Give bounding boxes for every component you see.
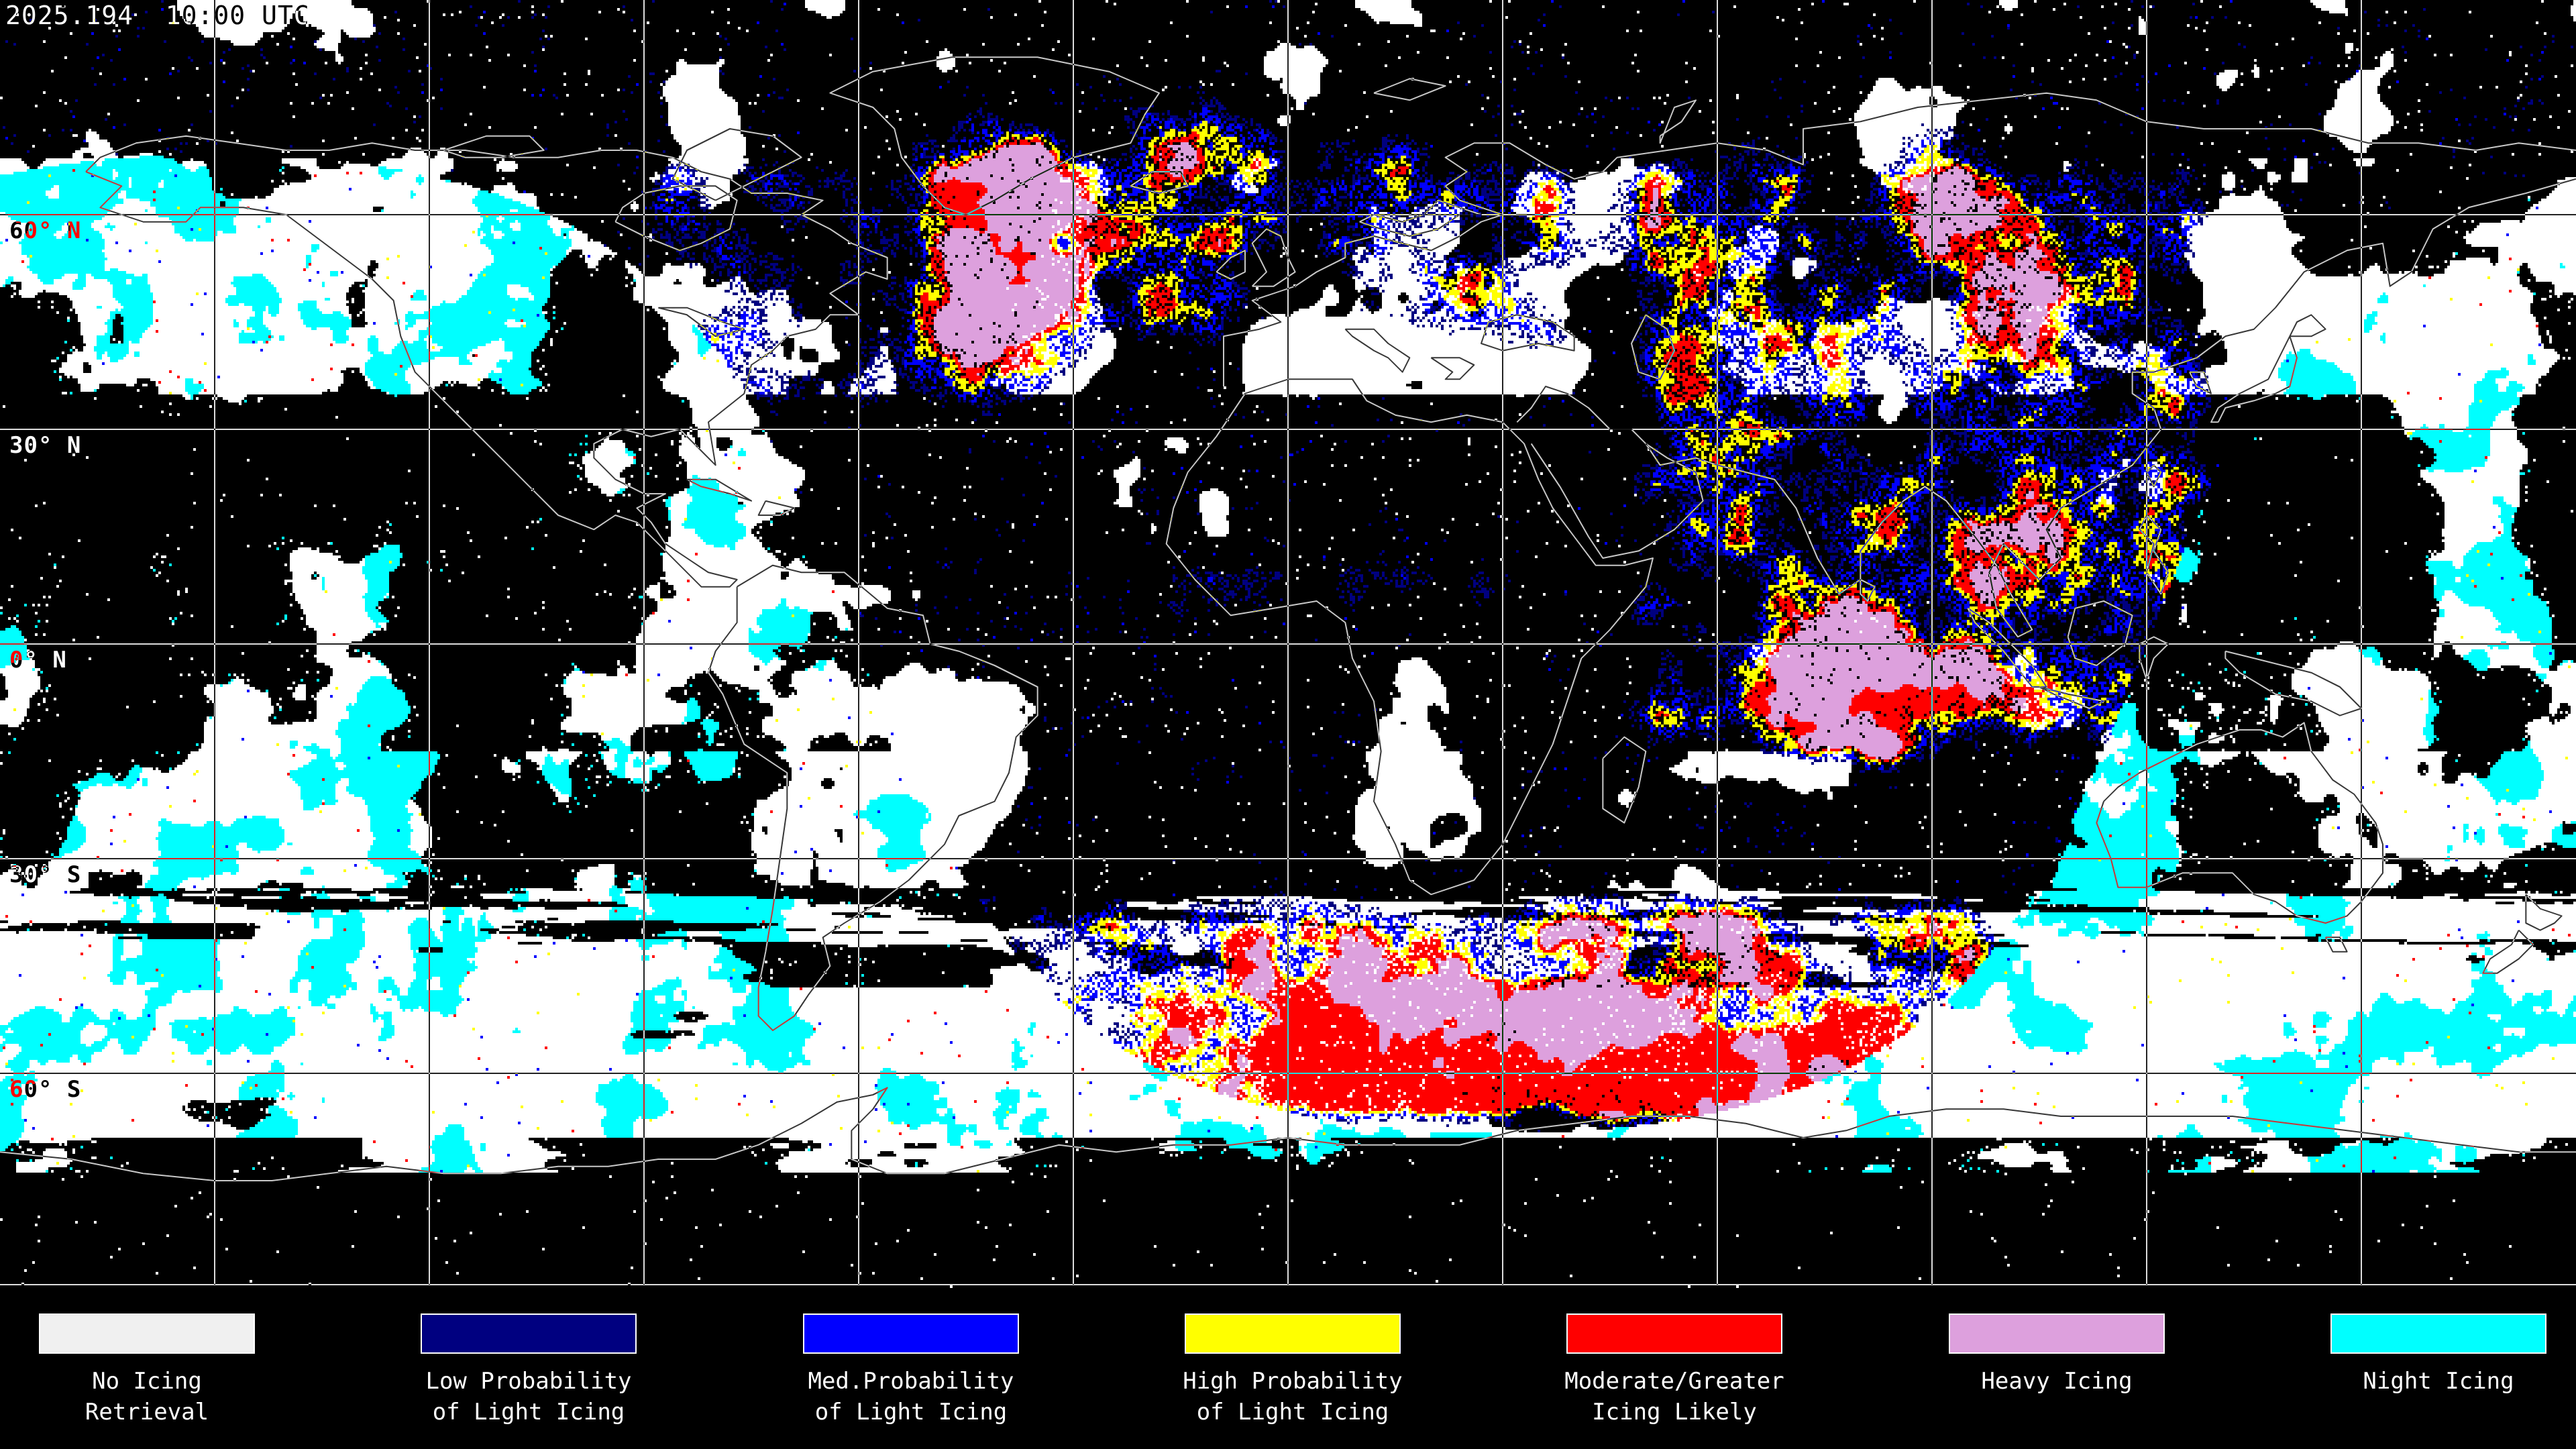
legend-color-swatch [39,1313,255,1354]
legend-item-label: Med.Probability of Light Icing [808,1368,1014,1426]
latitude-label: 30° S [9,861,82,888]
legend-color-swatch [1566,1313,1782,1354]
legend-item-label: Moderate/Greater Icing Likely [1564,1368,1784,1426]
legend-item-label: No Icing Retrieval [85,1368,209,1426]
latitude-label: 60° S [9,1076,82,1103]
legend-item-label: Low Probability of Light Icing [425,1368,632,1426]
legend-color-swatch [1185,1313,1401,1354]
timestamp-label: 2025.194 10:00 UTC [5,1,310,30]
legend-bar: No Icing Retrieval Low Probability of Light… [0,1288,2576,1449]
legend-color-swatch [803,1313,1019,1354]
legend-color-swatch [421,1313,637,1354]
legend-item-label: Night Icing [2363,1368,2514,1395]
latitude-label: 30° N [9,432,82,459]
legend-item-label: Heavy Icing [1981,1368,2133,1395]
legend-color-swatch [2330,1313,2546,1354]
global-icing-map [0,0,2576,1288]
latitude-label: 0° N [9,647,67,674]
latitude-label: 60° N [9,217,82,244]
legend-item-label: High Probability of Light Icing [1183,1368,1403,1426]
legend-color-swatch [1949,1313,2165,1354]
